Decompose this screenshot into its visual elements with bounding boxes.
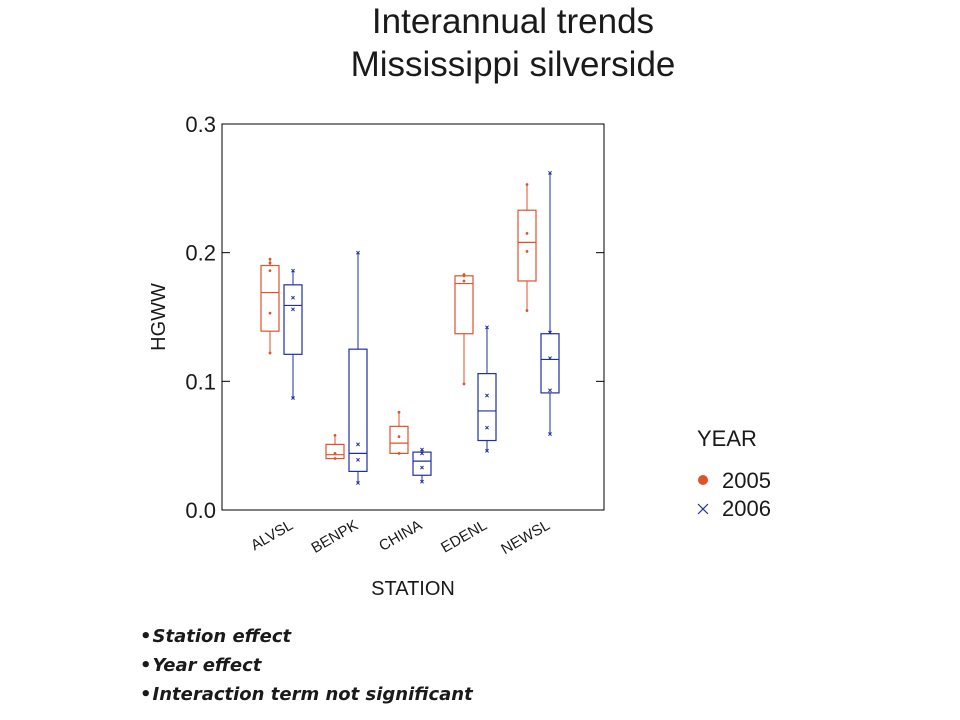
data-point: [525, 249, 529, 253]
legend-marker-2005: [698, 475, 708, 485]
data-point: [420, 465, 424, 470]
x-tick-label: CHINA: [376, 517, 425, 555]
box-iqr: [540, 333, 560, 394]
data-point: [268, 269, 272, 273]
y-axis-label: HGWW: [148, 283, 170, 351]
data-point: [420, 447, 424, 452]
x-axis-label: STATION: [371, 578, 455, 600]
y-tick-label: 0.1: [185, 369, 216, 394]
box-series: [260, 170, 560, 485]
data-point: [462, 382, 466, 386]
legend-title: YEAR: [697, 426, 757, 451]
data-point: [397, 410, 401, 414]
y-axis-tick-labels: 0.0 0.1 0.2 0.3: [185, 112, 216, 523]
box-iqr: [517, 209, 537, 282]
box-iqr: [260, 264, 280, 332]
bullet-list: Station effect Year effect Interaction t…: [140, 622, 473, 709]
x-tick-label: ALVSL: [248, 517, 296, 555]
data-point: [485, 425, 489, 430]
data-point: [485, 448, 489, 453]
data-point: [291, 307, 295, 312]
data-point: [548, 388, 552, 393]
plot-frame: [221, 123, 605, 511]
x-tick-label: NEWSL: [498, 517, 553, 558]
data-point: [397, 451, 401, 455]
box-2005-benpk: [325, 433, 345, 460]
legend: YEAR 2005 2006: [697, 426, 771, 521]
box-2006-newsl: [540, 170, 560, 437]
box-2005-alvsl: [260, 257, 280, 355]
y-tick-label: 0.3: [185, 112, 216, 137]
data-point: [420, 479, 424, 484]
box-iqr: [389, 425, 409, 454]
data-point: [356, 457, 360, 462]
legend-marker-2006: [697, 503, 709, 515]
legend-label-2005: 2005: [722, 468, 771, 493]
data-point: [548, 330, 552, 335]
data-point: [268, 257, 272, 261]
y-axis-ticks: [222, 123, 604, 511]
box-iqr: [477, 373, 497, 442]
data-point: [356, 442, 360, 447]
data-point: [548, 432, 552, 437]
box-iqr: [454, 275, 474, 335]
box-2006-china: [412, 447, 432, 484]
data-point: [356, 250, 360, 255]
x-tick-label: BENPK: [308, 517, 361, 557]
data-point: [291, 268, 295, 273]
bullet-item: Interaction term not significant: [140, 680, 473, 709]
box-iqr: [283, 284, 303, 355]
data-point: [525, 309, 529, 312]
box-2006-benpk: [348, 250, 368, 485]
box-2006-edenl: [477, 325, 497, 453]
data-point: [548, 356, 552, 361]
data-point: [291, 396, 295, 401]
box-iqr: [348, 348, 368, 472]
data-point: [333, 433, 337, 437]
data-point: [356, 481, 360, 485]
legend-label-2006: 2006: [722, 496, 771, 521]
data-point: [462, 279, 466, 283]
box-2005-edenl: [454, 273, 474, 386]
x-axis-tick-labels: ALVSL BENPK CHINA EDENL NEWSL: [248, 517, 553, 558]
title-line-2: Mississippi silverside: [350, 45, 676, 84]
data-point: [333, 451, 337, 455]
bullet-item: Year effect: [140, 651, 473, 680]
data-point: [525, 231, 529, 235]
data-point: [268, 351, 272, 355]
y-tick-label: 0.0: [185, 498, 216, 523]
data-point: [333, 457, 337, 460]
x-mark: [697, 503, 709, 515]
box-2005-newsl: [517, 183, 537, 312]
y-tick-label: 0.2: [185, 241, 216, 266]
bullet-item: Station effect: [140, 622, 473, 651]
data-point: [420, 451, 424, 456]
box-2006-alvsl: [283, 268, 303, 401]
slide-title: Interannual trends Mississippi silversid…: [0, 0, 960, 86]
data-point: [268, 311, 272, 315]
data-point: [485, 325, 489, 330]
box-iqr: [412, 451, 432, 476]
data-point: [268, 261, 272, 265]
x-tick-label: EDENL: [438, 517, 490, 557]
box-iqr: [325, 443, 345, 460]
data-point: [291, 295, 295, 300]
data-point: [462, 274, 466, 278]
data-point: [397, 435, 401, 439]
data-point: [525, 183, 529, 186]
data-point: [548, 170, 552, 175]
box-2005-china: [389, 410, 409, 455]
data-point: [485, 393, 489, 398]
title-line-1: Interannual trends: [371, 2, 655, 41]
